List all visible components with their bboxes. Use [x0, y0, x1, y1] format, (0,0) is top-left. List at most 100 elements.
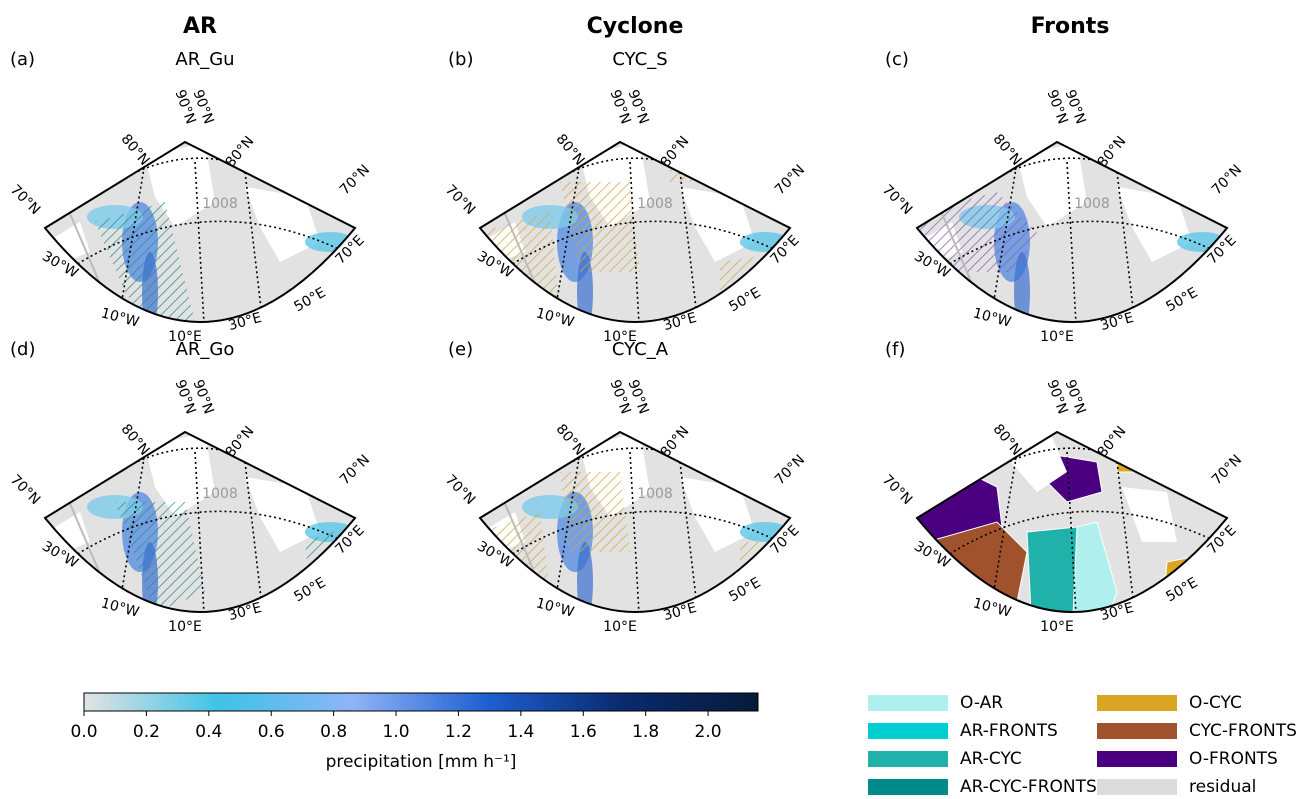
map-border [478, 140, 792, 323]
lon-label: 50°E [1163, 285, 1200, 316]
legend-label: AR-CYC [960, 749, 1022, 769]
contour-label: 1008 [202, 486, 238, 502]
lon-label: 50°E [726, 575, 763, 606]
tick-label: 1.4 [507, 722, 534, 742]
lat-label: 80°N [553, 131, 588, 168]
lon-label: 10°W [971, 595, 1013, 621]
lat-label: 70°N [442, 182, 478, 218]
lon-label: 50°E [1163, 575, 1200, 606]
lon-label: 10°E [603, 329, 637, 345]
panel-label: (f) [885, 339, 905, 360]
lon-label: 10°E [168, 329, 202, 345]
map-body [917, 432, 1227, 612]
hatch [115, 502, 205, 612]
lat-label: 80°N [1095, 423, 1130, 460]
hatch [560, 472, 630, 552]
tick-label: 1.0 [383, 722, 410, 742]
lat-label: 70°N [442, 472, 478, 508]
graticule [936, 510, 1218, 563]
legend-label: residual [1189, 777, 1256, 797]
colorbar-label: precipitation [mm h⁻¹] [326, 752, 517, 772]
graticule [499, 220, 781, 273]
lon-label: 50°E [291, 285, 328, 316]
graticule [966, 447, 1188, 493]
lon-label: 50°E [291, 575, 328, 606]
map-body: 1008 [480, 432, 790, 612]
graticule [936, 220, 1218, 273]
tick-label: 2.0 [695, 722, 722, 742]
lat-label: 80°N [553, 421, 588, 458]
lat-label: 70°N [1209, 162, 1245, 198]
legend-swatch [1097, 779, 1177, 795]
column-title: Fronts [1031, 14, 1110, 39]
graticule [194, 161, 206, 322]
lat-label: 80°N [118, 421, 153, 458]
lon-label: 10°W [99, 595, 141, 621]
legend-swatch [868, 723, 948, 739]
lat-label: 80°N [990, 421, 1025, 458]
lat-label: 80°N [658, 133, 693, 170]
lat-label: 70°N [337, 162, 373, 198]
column-title: Cyclone [587, 14, 684, 39]
land [245, 187, 320, 262]
isobar [499, 201, 561, 322]
land [1117, 187, 1192, 262]
land [680, 187, 755, 262]
lat-label: 80°N [990, 131, 1025, 168]
panel-label: (d) [10, 339, 35, 360]
graticule [94, 157, 316, 203]
lat-label: 80°N [658, 423, 693, 460]
contour-label: 1008 [637, 486, 673, 502]
isobar [499, 491, 561, 612]
graticule [1116, 461, 1138, 612]
tick-label: 0.4 [195, 722, 222, 742]
hatch [917, 192, 1037, 272]
lat-label: 70°N [772, 162, 808, 198]
land [245, 477, 320, 552]
lon-label: 10°W [534, 305, 576, 331]
panel-title: AR_Gu [175, 49, 234, 70]
tick-label: 0.0 [70, 722, 97, 742]
lat-label: 70°N [879, 472, 915, 508]
map-body: 1008 [45, 142, 355, 322]
panel-label: (c) [885, 49, 909, 70]
lat-label: 80°N [223, 133, 258, 170]
map-border [43, 430, 357, 613]
lon-label: 10°W [99, 305, 141, 331]
region [1116, 432, 1168, 473]
legend-swatch [868, 751, 948, 767]
legend-label: O-CYC [1189, 693, 1242, 713]
lat-label: 70°N [7, 472, 43, 508]
panel-title: AR_Go [176, 339, 235, 360]
lon-label: 10°W [534, 595, 576, 621]
isobar [64, 201, 126, 322]
map: 70°N70°N80°N 80°N90°N90°N30°W10°W10°E30°E… [879, 378, 1245, 635]
map-body: 1008 [480, 142, 790, 322]
panel-title: CYC_S [612, 49, 667, 70]
lon-label: 10°W [971, 305, 1013, 331]
graticule [94, 447, 316, 493]
graticule [194, 451, 206, 612]
graticule [629, 451, 641, 612]
graticule [64, 220, 346, 273]
tick-label: 1.8 [632, 722, 659, 742]
graticule [549, 161, 581, 322]
colorbar [83, 692, 759, 712]
graticule [679, 171, 701, 322]
panel-label: (b) [448, 49, 473, 70]
lat-label: 80°N [1095, 133, 1130, 170]
legend-label: AR-CYC-FRONTS [960, 777, 1097, 797]
lon-label: 10°E [1040, 329, 1074, 345]
contour-label: 1008 [202, 196, 238, 212]
isobar [64, 491, 126, 612]
lat-label: 80°N [118, 131, 153, 168]
lat-label: 70°N [1209, 452, 1245, 488]
panel-label: (a) [10, 49, 35, 70]
graticule [114, 451, 146, 612]
graticule [64, 510, 346, 563]
ocean [480, 432, 790, 612]
graticule [679, 461, 701, 612]
